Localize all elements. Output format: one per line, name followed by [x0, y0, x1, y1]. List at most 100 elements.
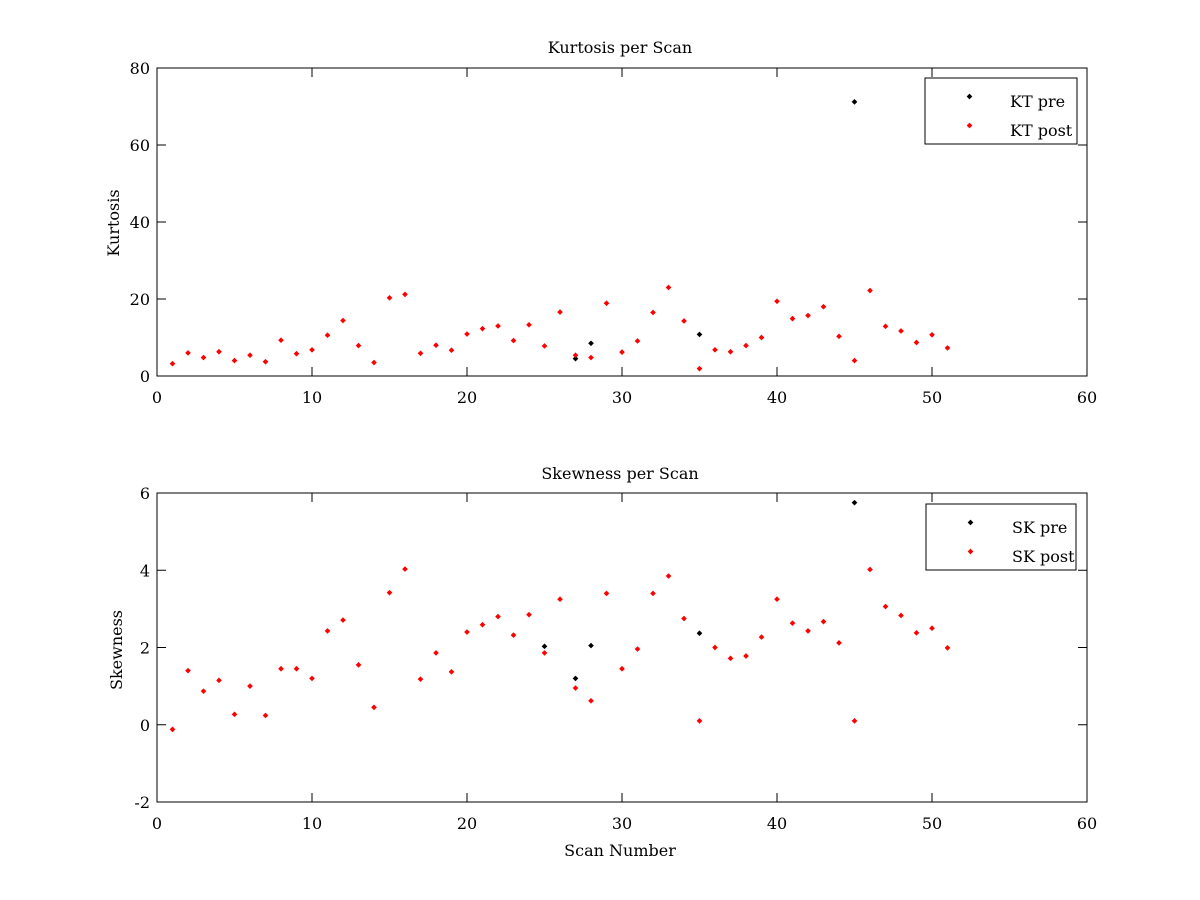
data-point-sk-post [882, 603, 889, 610]
x-tick-label: 0 [152, 388, 162, 407]
y-tick-label: 2 [140, 639, 150, 658]
data-point-sk-post [479, 621, 486, 628]
data-point-sk-pre [541, 643, 548, 650]
data-point-kt-post [712, 346, 718, 353]
data-point-kt-post [789, 315, 796, 322]
data-point-sk-post [448, 669, 455, 675]
data-point-kt-post [665, 284, 672, 291]
data-point-sk-post [588, 697, 594, 704]
data-point-sk-post [216, 677, 222, 684]
x-tick-label: 50 [922, 814, 942, 833]
data-point-kt-post [650, 309, 656, 316]
chart-title: Kurtosis per Scan [548, 38, 692, 57]
x-tick-label: 30 [612, 814, 632, 833]
x-axis-label: Scan Number [564, 841, 676, 860]
data-point-kt-post [309, 346, 315, 353]
data-point-kt-post [464, 331, 470, 337]
data-point-sk-pre [851, 499, 858, 506]
y-tick-label: 60 [130, 136, 150, 155]
data-point-kt-post [898, 328, 904, 334]
data-point-sk-pre [572, 675, 579, 682]
data-point-kt-post [588, 354, 594, 361]
data-point-kt-post [913, 339, 920, 346]
data-point-kt-post [929, 331, 935, 338]
data-point-kt-post [386, 295, 393, 301]
data-point-kt-post [634, 338, 641, 344]
data-point-kt-pre [696, 331, 703, 338]
data-point-kt-post [758, 334, 765, 341]
legend-marker-sk-pre [967, 519, 974, 526]
data-point-kt-post [820, 303, 827, 310]
data-point-kt-post [836, 333, 842, 340]
data-point-kt-post [340, 317, 346, 324]
data-point-sk-post [929, 625, 935, 632]
data-point-sk-post [293, 665, 300, 672]
legend-label-sk-post: SK post [1012, 547, 1075, 566]
data-point-sk-post [464, 629, 470, 635]
data-point-sk-post [727, 655, 734, 662]
legend-label-kt-post: KT post [1010, 121, 1073, 140]
data-point-sk-post [572, 685, 579, 691]
x-tick-label: 60 [1077, 388, 1097, 407]
data-point-sk-post [200, 688, 207, 694]
data-point-sk-post [619, 665, 625, 672]
data-point-sk-post [820, 618, 827, 625]
data-point-sk-post [712, 644, 718, 651]
data-point-kt-post [743, 342, 749, 349]
data-point-sk-post [247, 683, 253, 689]
data-point-sk-post [898, 612, 904, 619]
data-point-kt-post [324, 332, 331, 339]
data-point-sk-post [402, 566, 408, 572]
data-point-kt-post [696, 365, 703, 372]
data-point-kt-post [944, 345, 951, 351]
data-point-kt-post [293, 350, 300, 357]
skewness-panel: Skewness per Scan Skewness Scan Number 0… [107, 464, 1097, 860]
x-tick-label: 30 [612, 388, 632, 407]
y-axis: 0 20 40 60 80 [130, 59, 1087, 386]
data-point-sk-post [851, 718, 858, 724]
data-point-kt-post [526, 321, 532, 328]
data-point-kt-post [355, 342, 362, 349]
data-point-kt-post [278, 337, 284, 344]
x-tick-label: 40 [767, 388, 787, 407]
data-point-kt-post [247, 352, 253, 359]
data-point-sk-post [262, 712, 269, 719]
x-tick-label: 40 [767, 814, 787, 833]
legend: SK pre SK post [925, 503, 1077, 571]
data-point-sk-post [386, 589, 393, 596]
y-tick-label: 4 [140, 561, 150, 580]
data-point-kt-post [479, 325, 486, 332]
data-point-kt-post [169, 360, 176, 367]
x-tick-label: 10 [302, 814, 322, 833]
data-point-sk-post [944, 645, 951, 651]
chart-title: Skewness per Scan [541, 464, 698, 483]
data-point-sk-post [758, 634, 765, 640]
legend-marker-sk-post [967, 548, 974, 555]
x-tick-label: 60 [1077, 814, 1097, 833]
legend: KT pre KT post [924, 77, 1078, 145]
data-point-sk-post [603, 590, 610, 597]
data-point-sk-post [913, 629, 920, 636]
data-point-kt-post [495, 323, 501, 329]
data-point-kt-post [557, 309, 563, 315]
data-points [169, 499, 951, 733]
data-point-kt-post [185, 350, 191, 356]
legend-marker-kt-pre [966, 93, 973, 100]
data-point-sk-post [774, 596, 780, 603]
data-point-sk-post [805, 628, 811, 634]
data-point-sk-post [557, 596, 563, 603]
data-point-kt-post [433, 342, 439, 349]
data-point-kt-post [402, 291, 408, 298]
data-point-sk-post [789, 620, 796, 626]
data-point-sk-post [510, 632, 517, 638]
data-point-sk-post [185, 667, 191, 674]
data-point-sk-post [371, 704, 377, 711]
y-tick-label: 80 [130, 59, 150, 78]
y-tick-label: 0 [140, 716, 150, 735]
y-tick-label: 20 [130, 290, 150, 309]
data-point-kt-post [417, 350, 424, 357]
data-point-sk-post [743, 653, 749, 659]
data-point-sk-post [634, 646, 641, 652]
data-point-kt-post [805, 312, 811, 319]
